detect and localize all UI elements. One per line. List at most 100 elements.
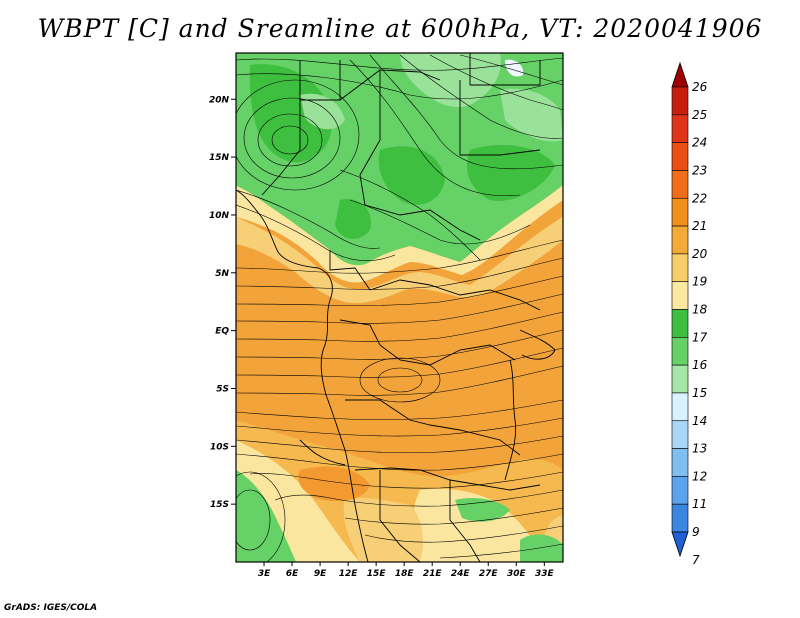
lon-tick-label: 18E bbox=[395, 569, 415, 579]
streamline bbox=[236, 311, 563, 342]
streamline bbox=[236, 329, 563, 360]
lat-tick-label: 10S bbox=[210, 442, 229, 452]
streamline-vortex bbox=[359, 357, 441, 403]
colorbar-swatch bbox=[671, 86, 689, 116]
field-tan-south bbox=[343, 497, 563, 562]
colorbar-swatch bbox=[671, 337, 689, 366]
lat-tick-label: 15N bbox=[209, 153, 230, 163]
field-yellow-band bbox=[236, 185, 563, 283]
colorbar-label: 24 bbox=[692, 136, 707, 150]
border bbox=[469, 53, 541, 86]
streamline-vortex bbox=[257, 113, 323, 167]
lon-tick-label: 15E bbox=[367, 569, 387, 579]
lon-tick-label: 9E bbox=[314, 569, 327, 579]
lat-tick-label: 20N bbox=[209, 95, 230, 105]
streamline bbox=[236, 399, 563, 420]
colorbar-swatch bbox=[671, 281, 689, 310]
streamline bbox=[349, 199, 531, 245]
map-title: WBPT [C] and Sreamline at 600hPa, VT: 20… bbox=[37, 14, 763, 43]
lon-tick-label: 24E bbox=[451, 569, 471, 579]
streamline-vortex bbox=[236, 471, 286, 562]
lon-tick-label: 30E bbox=[507, 569, 527, 579]
colorbar-label: 22 bbox=[692, 191, 707, 205]
streamline bbox=[339, 169, 481, 261]
colorbar-label: 17 bbox=[692, 330, 708, 344]
field-green-south-patch bbox=[455, 498, 563, 562]
lat-tick-label: 5S bbox=[216, 384, 229, 394]
border bbox=[449, 480, 481, 562]
colorbar-label: 21 bbox=[692, 219, 707, 233]
streamline bbox=[236, 239, 563, 274]
colorbar-legend: 26 25 24 23 22 21 20 19 18 17 16 15 14 13 12 11 9 7 bbox=[671, 61, 708, 567]
streamline bbox=[236, 257, 563, 290]
streamline bbox=[236, 365, 563, 396]
colorbar-swatch bbox=[671, 392, 689, 422]
border bbox=[459, 80, 541, 156]
border bbox=[379, 470, 421, 562]
credit-footer: GrADS: IGES/COLA bbox=[4, 603, 98, 613]
border bbox=[369, 279, 541, 311]
colorbar-label: 16 bbox=[692, 358, 708, 372]
colorbar-top-arrow bbox=[671, 61, 689, 88]
lat-tick-label: 10N bbox=[209, 211, 230, 221]
border bbox=[261, 100, 301, 196]
streamline bbox=[429, 54, 563, 111]
colorbar-label: 11 bbox=[692, 497, 707, 511]
lon-tick-label: 6E bbox=[286, 569, 299, 579]
streamline bbox=[236, 189, 381, 249]
colorbar-label: 13 bbox=[692, 442, 707, 456]
field-yellow-south bbox=[236, 440, 545, 562]
colorbar-label: 19 bbox=[692, 275, 707, 289]
border bbox=[359, 70, 381, 206]
colorbar-label: 12 bbox=[692, 469, 707, 483]
streamline bbox=[236, 435, 563, 454]
border bbox=[339, 319, 516, 366]
lat-tick-label: 15S bbox=[210, 500, 229, 510]
colorbar-bottom-arrow bbox=[671, 531, 689, 558]
lat-tick-label: 5N bbox=[215, 269, 229, 279]
streamline bbox=[399, 54, 563, 139]
lon-tick-label: 21E bbox=[423, 569, 443, 579]
colorbar-swatch bbox=[671, 170, 689, 199]
wbpt-field bbox=[236, 53, 563, 562]
streamline bbox=[236, 275, 563, 306]
border bbox=[339, 69, 441, 101]
field-green-southwest bbox=[236, 470, 296, 562]
map-frame bbox=[235, 52, 564, 563]
streamlines bbox=[236, 54, 563, 562]
colorbar-label: 25 bbox=[692, 108, 707, 122]
colorbar-swatch bbox=[671, 253, 689, 282]
colorbar-swatch bbox=[671, 309, 689, 338]
lon-tick-label: 27E bbox=[479, 569, 499, 579]
colorbar-label: 7 bbox=[692, 553, 700, 567]
colorbar-label: 23 bbox=[692, 163, 707, 177]
border bbox=[504, 359, 517, 481]
border bbox=[299, 439, 346, 466]
colorbar-label: 18 bbox=[692, 303, 708, 317]
streamline bbox=[369, 54, 563, 170]
coastline bbox=[236, 189, 369, 562]
streamline bbox=[236, 73, 563, 100]
colorbar-label: 15 bbox=[692, 386, 707, 400]
streamline-vortex bbox=[271, 125, 309, 155]
colorbar-swatch bbox=[671, 420, 689, 449]
lon-tick-label: 12E bbox=[339, 569, 359, 579]
colorbar-swatch bbox=[671, 197, 689, 227]
field-tan-band bbox=[236, 216, 563, 304]
lat-tick-label: EQ bbox=[215, 327, 229, 337]
colorbar-label: 9 bbox=[692, 525, 700, 539]
colorbar-label: 20 bbox=[692, 247, 708, 261]
streamline bbox=[364, 525, 563, 543]
colorbar-swatch bbox=[671, 114, 689, 143]
colorbar-swatch bbox=[671, 225, 689, 255]
field-white-patch bbox=[505, 59, 524, 77]
border bbox=[345, 399, 521, 456]
colorbar-swatch bbox=[671, 503, 689, 533]
streamline-vortex bbox=[377, 367, 423, 393]
streamline-vortex bbox=[243, 97, 341, 179]
streamline bbox=[236, 204, 396, 261]
lon-tick-label: 3E bbox=[258, 569, 271, 579]
streamline bbox=[344, 507, 563, 525]
lon-tick-label: 33E bbox=[535, 569, 555, 579]
